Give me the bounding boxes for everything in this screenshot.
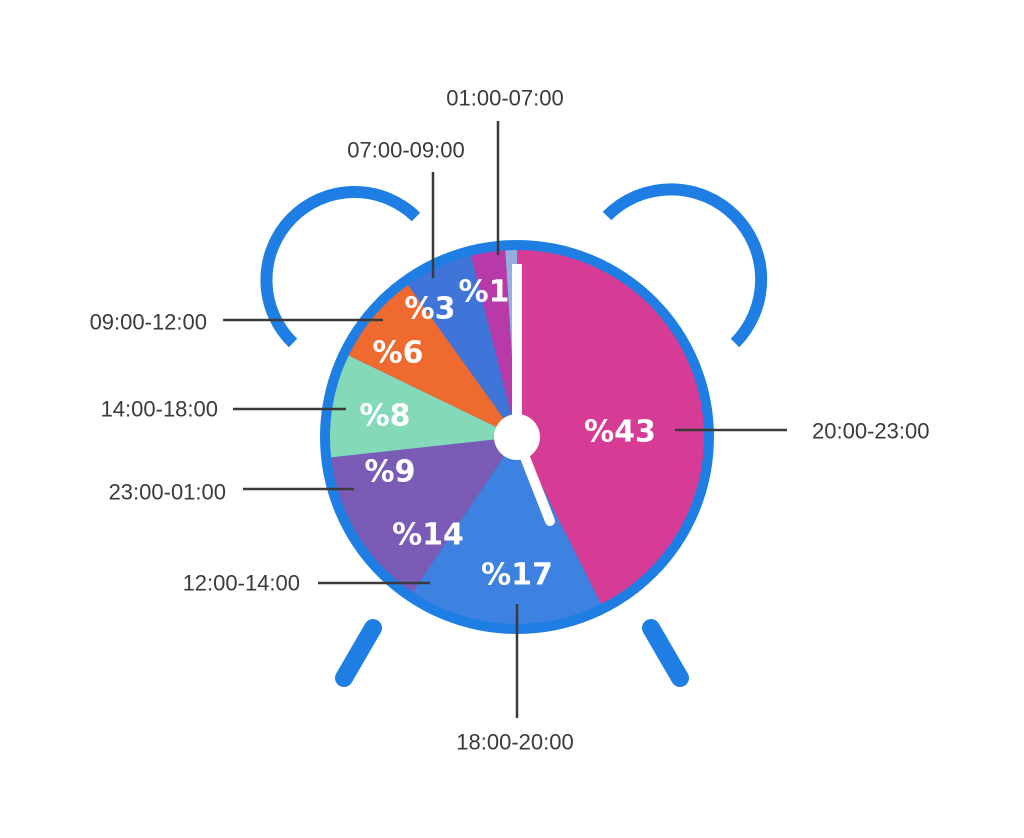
pie-slice-23:00-01:00	[330, 355, 517, 458]
pie-slice-20:00-23:00	[517, 250, 704, 605]
slice-value-label: %3	[405, 292, 456, 327]
pie-slice-12:00-14:00	[331, 437, 517, 593]
time-range-label: 01:00-07:00	[446, 86, 563, 111]
pie-slices	[330, 250, 704, 624]
time-range-label: 20:00-23:00	[812, 419, 929, 444]
time-range-label: 14:00-18:00	[101, 397, 218, 422]
pie-slice-07:00-09:00	[470, 250, 517, 437]
right-bell-icon	[602, 183, 768, 348]
slice-value-label: %43	[584, 415, 656, 450]
left-leg-icon	[335, 619, 382, 687]
pie-slice-09:00-12:00	[408, 255, 517, 437]
pie-slice-14:00-18:00	[348, 285, 517, 437]
left-bell-icon	[260, 185, 421, 348]
clock-center	[494, 414, 540, 460]
callouts: 20:00-23:00 18:00-20:00 12:00-14:00 23:00-0…	[90, 86, 930, 755]
time-range-label: 07:00-09:00	[347, 138, 464, 163]
slice-value-label: %8	[360, 399, 411, 434]
slice-value-label: %14	[392, 518, 464, 553]
time-range-label: 12:00-14:00	[183, 571, 300, 596]
right-leg-icon	[642, 619, 689, 687]
slice-value-label: %17	[481, 558, 553, 593]
time-range-label: 23:00-01:00	[109, 480, 226, 505]
slice-value-label: %9	[365, 455, 416, 490]
time-range-label: 09:00-12:00	[90, 310, 207, 335]
slice-labels: %43 %17 %14 %9 %8 %6 %3 %1	[360, 275, 656, 593]
slice-value-label: %6	[373, 336, 424, 371]
slice-value-label: %1	[459, 275, 510, 310]
pie-slice-18:00-20:00	[412, 437, 602, 624]
time-range-label: 18:00-20:00	[456, 730, 573, 755]
